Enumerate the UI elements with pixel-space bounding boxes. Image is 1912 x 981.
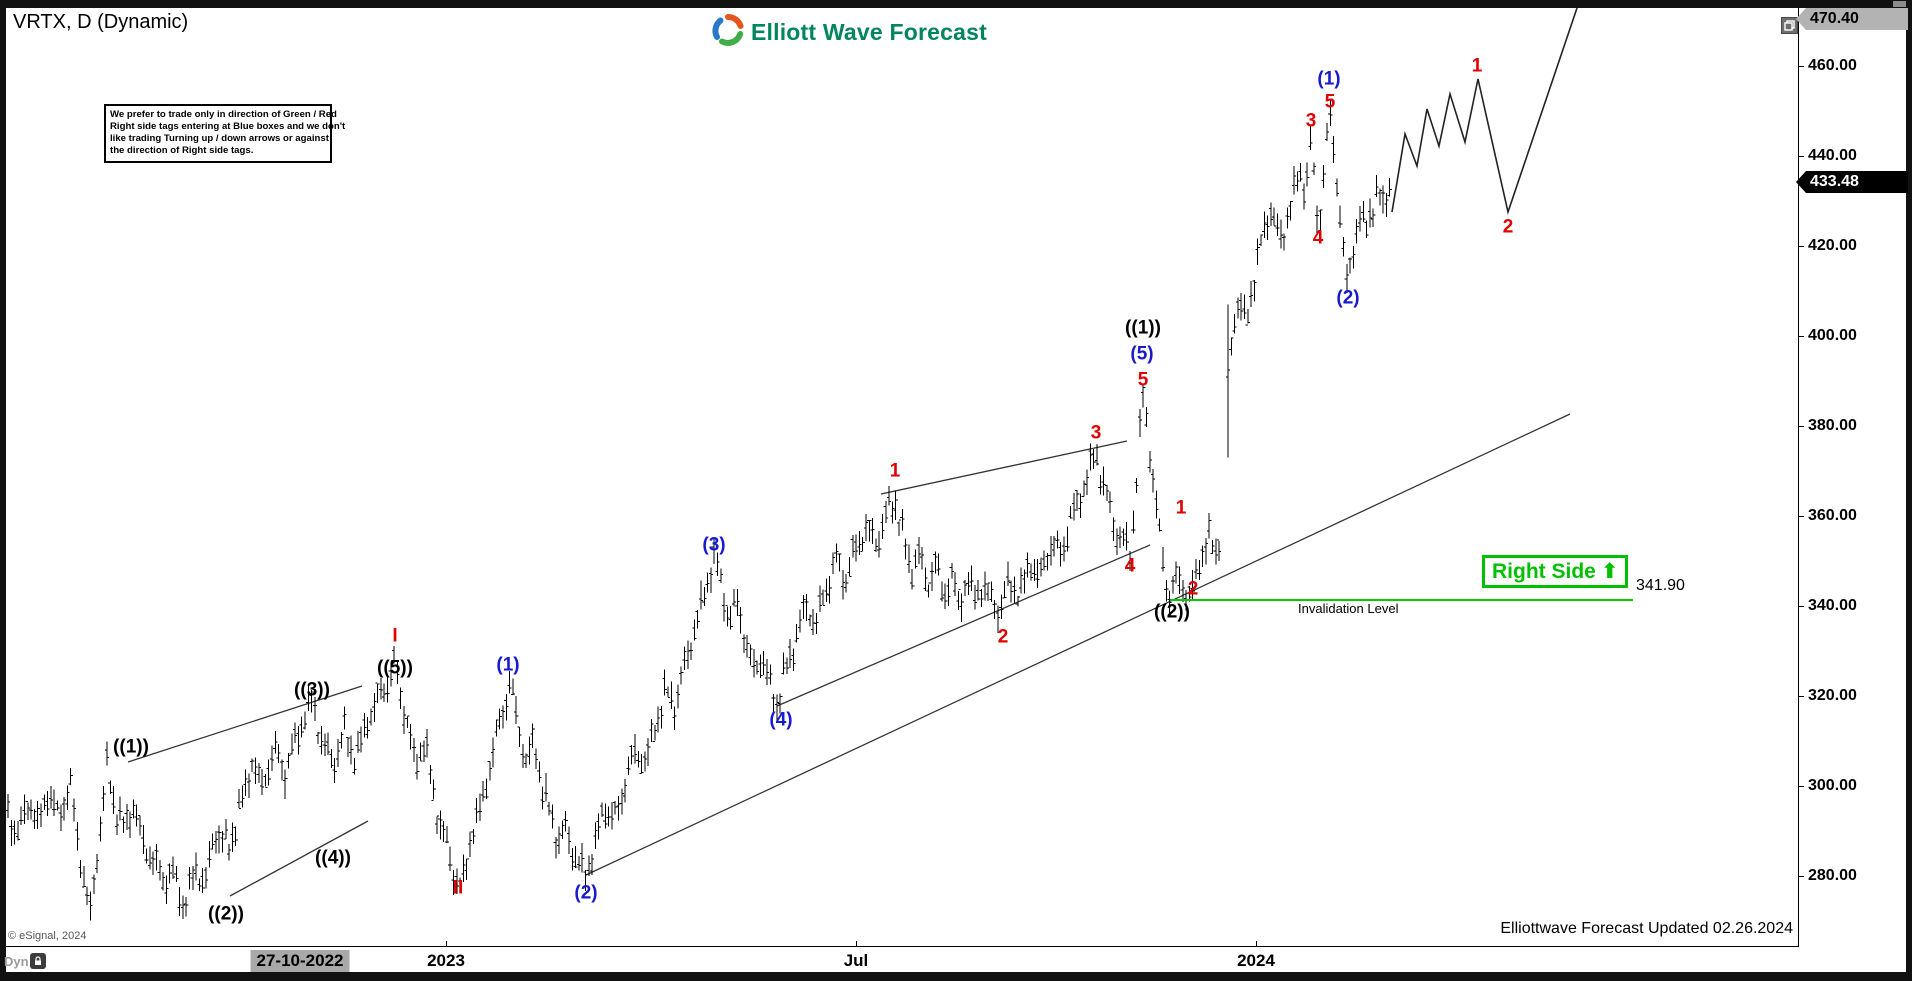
- wave-label-p2p-25: (2): [1336, 287, 1360, 309]
- trendline: [127, 685, 363, 763]
- trendline: [776, 544, 1151, 707]
- right-side-label: Right Side: [1492, 560, 1596, 583]
- price-tick: [1799, 516, 1804, 517]
- price-tick-label: 460.00: [1808, 57, 1857, 74]
- wave-label-pp2pp-18: ((2)): [1154, 601, 1190, 623]
- wave-label-p1p-7: (1): [496, 654, 520, 676]
- wave-label-1-26: 1: [1471, 55, 1483, 77]
- forecast-projection-line: [1391, 7, 1578, 215]
- price-tick: [1799, 426, 1804, 427]
- wave-label-p2p-8: (2): [574, 882, 598, 904]
- lock-icon[interactable]: [30, 953, 46, 969]
- wave-label-3-23: 3: [1305, 110, 1317, 132]
- wave-label-pp5pp-4: ((5)): [377, 657, 413, 679]
- titlebar-button[interactable]: [1893, 1, 1906, 7]
- window-bottom-bar: [0, 972, 1912, 981]
- price-tick-label: 320.00: [1808, 687, 1857, 704]
- price-tick-label: 380.00: [1808, 417, 1857, 434]
- price-tick-label: 280.00: [1808, 867, 1857, 884]
- wave-label-2-27: 2: [1502, 216, 1514, 238]
- wave-label-II-6: II: [452, 877, 464, 899]
- wave-label-p4p-10: (4): [769, 709, 793, 731]
- wave-label-2-20: 2: [1187, 578, 1199, 600]
- time-tick-label-2024: 2024: [1237, 951, 1275, 970]
- price-axis-line: [1798, 8, 1799, 947]
- restore-window-icon[interactable]: [1781, 17, 1798, 34]
- price-tick: [1799, 876, 1804, 877]
- wave-label-I-5: I: [392, 625, 398, 647]
- note-line-1: We prefer to trade only in direction of …: [110, 109, 337, 120]
- price-tick-label: 300.00: [1808, 777, 1857, 794]
- wave-label-4-24: 4: [1312, 227, 1324, 249]
- price-tick-label: 360.00: [1808, 507, 1857, 524]
- dyn-indicator-label: Dyn: [4, 954, 29, 969]
- wave-label-5-15: 5: [1137, 369, 1149, 391]
- price-tick-label: 340.00: [1808, 597, 1857, 614]
- time-tick-label-2023: 2023: [427, 951, 465, 970]
- wave-label-1-19: 1: [1175, 497, 1187, 519]
- window-left-border: [0, 8, 6, 981]
- price-tick: [1799, 246, 1804, 247]
- wave-label-5-22: 5: [1324, 91, 1336, 113]
- wave-label-pp1pp-17: ((1)): [1125, 317, 1161, 339]
- invalidation-label: Invalidation Level: [1298, 601, 1399, 616]
- time-tick: [1256, 941, 1257, 946]
- window-right-border: [1906, 8, 1912, 981]
- wave-label-3-13: 3: [1090, 422, 1102, 444]
- up-arrow-icon: ⬆: [1600, 560, 1619, 583]
- trading-note-box: We prefer to trade only in direction of …: [104, 104, 346, 163]
- wave-label-pp2pp-1: ((2)): [208, 903, 244, 925]
- price-tick: [1799, 786, 1804, 787]
- wave-label-pp3pp-2: ((3)): [294, 679, 330, 701]
- wave-label-p1p-21: (1): [1317, 68, 1341, 90]
- esignal-credit: © eSignal, 2024: [8, 930, 87, 942]
- price-tick: [1799, 336, 1804, 337]
- wave-label-p5p-16: (5): [1130, 343, 1154, 365]
- elliott-wave-forecast-logo-icon: [712, 13, 744, 51]
- price-tick: [1799, 156, 1804, 157]
- trendline: [229, 820, 369, 897]
- price-tick-label: 400.00: [1808, 327, 1857, 344]
- updated-timestamp: Elliottwave Forecast Updated 02.26.2024: [1500, 920, 1793, 937]
- price-tick-label: 440.00: [1808, 147, 1857, 164]
- ohlc-open-close-ticks: [5, 113, 1392, 909]
- invalidation-level-line: [1170, 599, 1633, 601]
- chart-title: VRTX, D (Dynamic): [13, 11, 189, 33]
- wave-label-pp1pp-0: ((1)): [113, 736, 149, 758]
- time-tick-label-Jul: Jul: [843, 951, 869, 970]
- time-tick: [446, 941, 447, 946]
- window-top-bar: [0, 0, 1912, 8]
- brand-logo: Elliott Wave Forecast: [712, 13, 987, 51]
- wave-label-pp4pp-3: ((4)): [315, 847, 351, 869]
- x-axis-line: [6, 946, 1798, 947]
- brand-logo-text: Elliott Wave Forecast: [751, 19, 987, 45]
- note-line-4: the direction of Right side tags.: [110, 145, 254, 156]
- price-tick: [1799, 606, 1804, 607]
- price-tick-label: 420.00: [1808, 237, 1857, 254]
- time-tick-label-27-10-2022: 27-10-2022: [250, 950, 350, 972]
- projection-target-marker: 470.40: [1796, 8, 1908, 30]
- wave-label-1-11: 1: [889, 460, 901, 482]
- note-line-2: Right side tags entering at Blue boxes a…: [110, 121, 346, 132]
- invalidation-price: 341.90: [1636, 577, 1685, 594]
- price-tick: [1799, 66, 1804, 67]
- right-side-tag: Right Side ⬆: [1482, 555, 1629, 588]
- price-tick: [1799, 696, 1804, 697]
- trendline: [585, 413, 1571, 876]
- wave-label-p3p-9: (3): [702, 534, 726, 556]
- trendline: [880, 440, 1128, 495]
- time-tick: [856, 941, 857, 946]
- wave-label-4-14: 4: [1124, 555, 1136, 577]
- note-line-3: like trading Turning up / down arrows or…: [110, 133, 329, 144]
- wave-label-2-12: 2: [997, 626, 1009, 648]
- last-price-marker: 433.48: [1796, 171, 1908, 193]
